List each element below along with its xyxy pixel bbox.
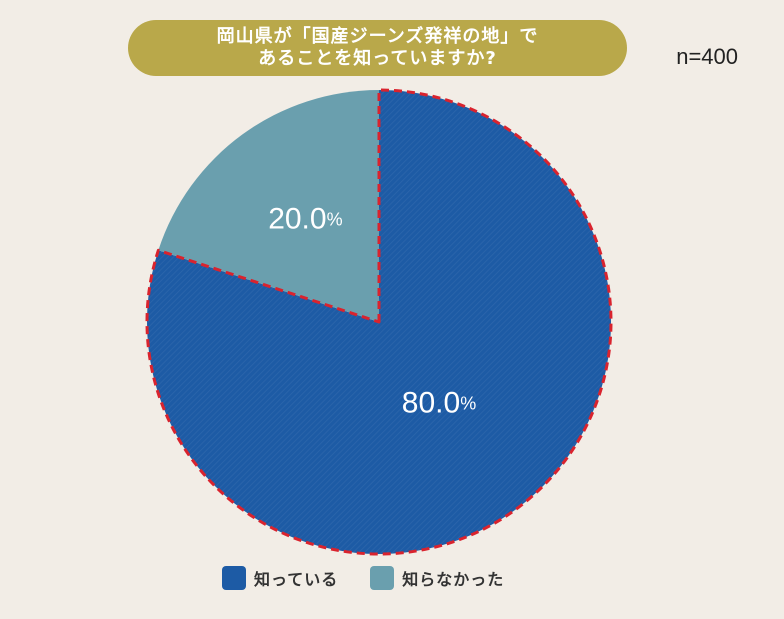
chart-title: 岡山県が「国産ジーンズ発祥の地」で あることを知っていますか?: [128, 20, 627, 76]
pie-slice-not-known: [158, 89, 379, 323]
pie-label-known: 80.0%: [402, 387, 476, 420]
chart-title-line-1: 岡山県が「国産ジーンズ発祥の地」で: [216, 25, 539, 47]
legend-swatch-not-known: [370, 566, 395, 590]
pie-label-not-known: 20.0%: [268, 203, 342, 236]
highlight-outline: [145, 88, 613, 556]
chart-title-line-2: あることを知っていますか?: [258, 48, 497, 69]
legend-label-not-known: 知らなかった: [402, 570, 505, 589]
legend-swatch-known: [222, 566, 246, 590]
legend-item-not-known: 知らなかった: [370, 566, 504, 590]
pie-slices: [145, 88, 613, 556]
legend-item-known: 知っている: [222, 566, 338, 590]
legend-label-known: 知っている: [254, 570, 339, 589]
pie-labels: 80.0% 20.0%: [268, 203, 476, 420]
legend: 知っている 知らなかった: [222, 566, 504, 590]
sample-size-label: n=400: [676, 44, 738, 69]
